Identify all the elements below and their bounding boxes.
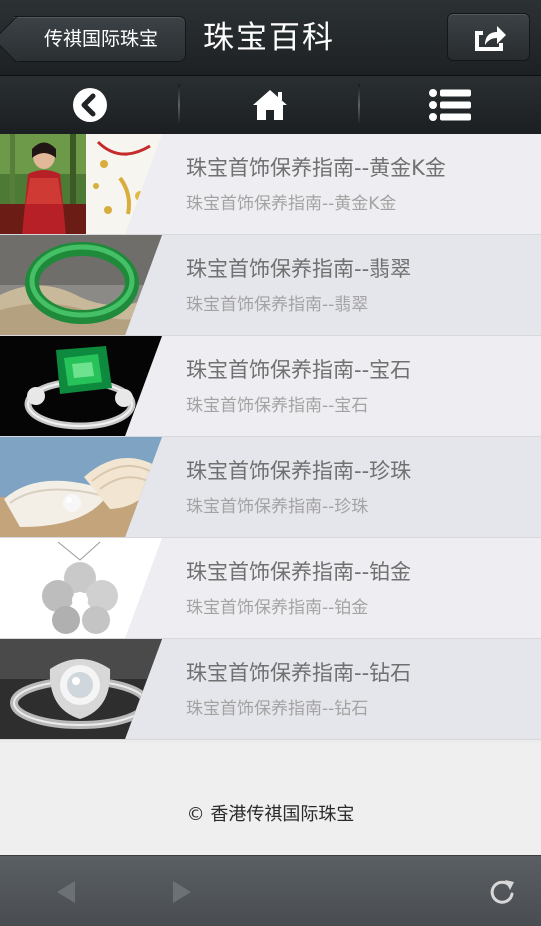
article-list: 珠宝首饰保养指南--黄金K金 珠宝首饰保养指南--黄金K金 珠宝首饰保养指南--… — [0, 134, 541, 740]
app-header: 传祺国际珠宝 珠宝百科 — [0, 0, 541, 76]
article-subtitle: 珠宝首饰保养指南--黄金K金 — [186, 189, 396, 214]
article-title: 珠宝首饰保养指南--钻石 — [186, 657, 411, 687]
article-subtitle: 珠宝首饰保养指南--铂金 — [186, 593, 368, 618]
refresh-icon — [488, 878, 516, 906]
nav-bar — [0, 76, 541, 134]
article-title: 珠宝首饰保养指南--黄金K金 — [186, 152, 446, 182]
browser-toolbar — [0, 855, 541, 926]
article-subtitle: 珠宝首饰保养指南--翡翠 — [186, 290, 368, 315]
back-button-label: 传祺国际珠宝 — [44, 28, 158, 50]
list-item[interactable]: 珠宝首饰保养指南--宝石 珠宝首饰保养指南--宝石 — [0, 336, 541, 437]
browser-back-icon — [55, 879, 77, 905]
article-title: 珠宝首饰保养指南--翡翠 — [186, 253, 411, 283]
list-item[interactable]: 珠宝首饰保养指南--翡翠 珠宝首饰保养指南--翡翠 — [0, 235, 541, 336]
article-subtitle: 珠宝首饰保养指南--珍珠 — [186, 492, 368, 517]
list-item[interactable]: 珠宝首饰保养指南--珍珠 珠宝首饰保养指南--珍珠 — [0, 437, 541, 538]
article-title: 珠宝首饰保养指南--宝石 — [186, 354, 411, 384]
nav-menu-item[interactable] — [360, 76, 540, 134]
share-button[interactable] — [447, 13, 530, 61]
article-title: 珠宝首饰保养指南--铂金 — [186, 556, 411, 586]
page-footer: © 香港传祺国际珠宝 — [0, 743, 541, 855]
platinum-flower-pendant-thumbnail — [0, 538, 162, 639]
copyright-text: © 香港传祺国际珠宝 — [0, 800, 541, 826]
diamond-ring-thumbnail — [0, 639, 162, 740]
article-subtitle: 珠宝首饰保养指南--宝石 — [186, 391, 368, 416]
menu-list-icon — [428, 88, 472, 122]
nav-back-item[interactable] — [0, 76, 180, 134]
pearl-shell-thumbnail — [0, 437, 162, 538]
list-item[interactable]: 珠宝首饰保养指南--黄金K金 珠宝首饰保养指南--黄金K金 — [0, 134, 541, 235]
page-title: 珠宝百科 — [203, 14, 335, 62]
jade-bangle-thumbnail — [0, 235, 162, 336]
browser-forward-button[interactable] — [152, 856, 212, 926]
article-title: 珠宝首饰保养指南--珍珠 — [186, 455, 411, 485]
gold-jewelry-model-thumbnail — [0, 134, 162, 235]
refresh-button[interactable] — [472, 856, 532, 926]
emerald-ring-thumbnail — [0, 336, 162, 437]
browser-forward-icon — [171, 879, 193, 905]
article-subtitle: 珠宝首饰保养指南--钻石 — [186, 694, 368, 719]
share-icon — [471, 23, 507, 53]
list-item[interactable]: 珠宝首饰保养指南--铂金 珠宝首饰保养指南--铂金 — [0, 538, 541, 639]
list-item[interactable]: 珠宝首饰保养指南--钻石 珠宝首饰保养指南--钻石 — [0, 639, 541, 740]
nav-home-item[interactable] — [180, 76, 360, 134]
browser-back-button[interactable] — [36, 856, 96, 926]
back-circle-icon — [72, 87, 108, 123]
back-button[interactable]: 传祺国际珠宝 — [14, 16, 186, 62]
home-icon — [251, 88, 289, 122]
